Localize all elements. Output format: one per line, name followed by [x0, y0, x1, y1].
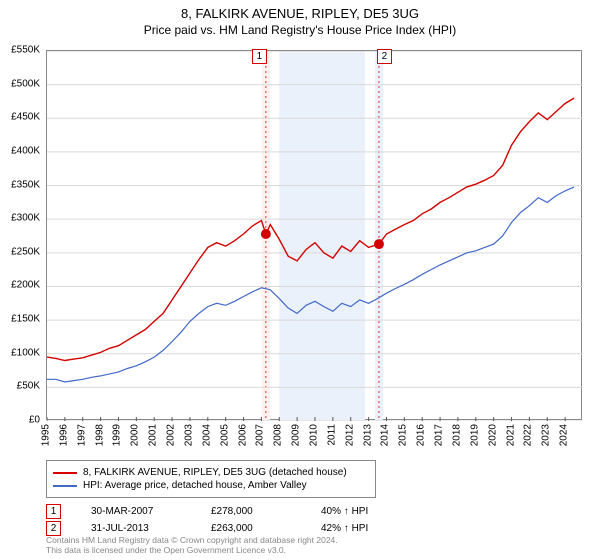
plot-svg [47, 51, 583, 421]
chart-container: 8, FALKIRK AVENUE, RIPLEY, DE5 3UG Price… [0, 0, 600, 560]
event-marker-badge: 2 [377, 49, 392, 64]
event-hpi-1: 40% ↑ HPI [321, 506, 401, 517]
event-row-1: 1 30-MAR-2007 £278,000 40% ↑ HPI [46, 504, 582, 519]
event-date-2: 31-JUL-2013 [91, 523, 181, 534]
event-price-2: £263,000 [211, 523, 291, 534]
plot-area: 12 [46, 50, 582, 420]
chart-title: 8, FALKIRK AVENUE, RIPLEY, DE5 3UG [0, 6, 600, 21]
event-price-1: £278,000 [211, 506, 291, 517]
footer-attribution: Contains HM Land Registry data © Crown c… [46, 536, 338, 556]
event-badge-1: 1 [46, 504, 61, 519]
legend-label-2: HPI: Average price, detached house, Ambe… [83, 480, 307, 491]
legend-swatch-1 [53, 472, 77, 474]
legend-row-series-2: HPI: Average price, detached house, Ambe… [53, 480, 369, 491]
event-badge-2: 2 [46, 521, 61, 536]
event-row-2: 2 31-JUL-2013 £263,000 42% ↑ HPI [46, 521, 582, 536]
legend-row-series-1: 8, FALKIRK AVENUE, RIPLEY, DE5 3UG (deta… [53, 467, 369, 478]
titles: 8, FALKIRK AVENUE, RIPLEY, DE5 3UG Price… [0, 0, 600, 37]
legend-swatch-2 [53, 485, 77, 487]
event-marker-badge: 1 [252, 49, 267, 64]
event-hpi-2: 42% ↑ HPI [321, 523, 401, 534]
footer-line-2: This data is licensed under the Open Gov… [46, 546, 338, 556]
x-axis-labels: 1995199619971998199920002001200220032004… [46, 422, 582, 458]
event-date-1: 30-MAR-2007 [91, 506, 181, 517]
legend: 8, FALKIRK AVENUE, RIPLEY, DE5 3UG (deta… [46, 460, 376, 498]
events-table: 1 30-MAR-2007 £278,000 40% ↑ HPI 2 31-JU… [46, 502, 582, 538]
y-axis-labels: £0£50K£100K£150K£200K£250K£300K£350K£400… [0, 50, 44, 420]
legend-label-1: 8, FALKIRK AVENUE, RIPLEY, DE5 3UG (deta… [83, 467, 347, 478]
chart-subtitle: Price paid vs. HM Land Registry's House … [0, 23, 600, 37]
